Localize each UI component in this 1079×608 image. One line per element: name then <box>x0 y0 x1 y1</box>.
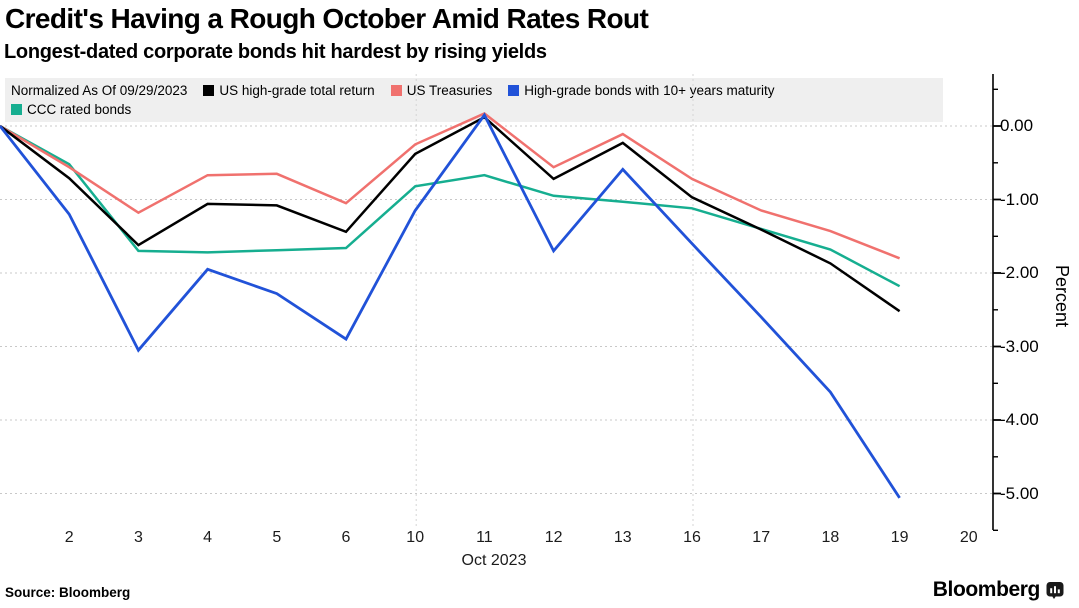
legend: Normalized As Of 09/29/2023 US high-grad… <box>5 78 943 122</box>
legend-note: Normalized As Of 09/29/2023 <box>11 83 188 98</box>
y-tick-label: -1.00 <box>1000 189 1039 209</box>
y-tick-label: -5.00 <box>1000 483 1039 503</box>
x-tick-label: 16 <box>683 529 701 546</box>
legend-item-label: US high-grade total return <box>219 83 375 98</box>
bloomberg-brand: Bloomberg <box>933 578 1064 602</box>
y-axis-title: Percent <box>1052 265 1072 328</box>
y-tick-label: -4.00 <box>1000 410 1039 429</box>
y-tick-label: -2.00 <box>1000 263 1039 282</box>
legend-item-label: US Treasuries <box>406 83 493 98</box>
y-tick-label: -3.00 <box>1000 336 1039 356</box>
legend-item-us-high-grade: US high-grade total return <box>203 82 375 99</box>
source-attribution: Source: Bloomberg <box>5 585 131 600</box>
legend-swatch-blue-icon <box>508 85 520 96</box>
legend-item-ccc-bonds: CCC rated bonds <box>11 101 131 118</box>
x-tick-label: 10 <box>406 529 425 546</box>
x-tick-label: 2 <box>64 529 74 546</box>
x-axis-title: Oct 2023 <box>461 552 527 569</box>
legend-swatch-black-icon <box>203 85 215 96</box>
x-tick-label: 3 <box>133 529 143 546</box>
legend-swatch-teal-icon <box>11 104 22 115</box>
series-line-ccc-rated-bonds <box>0 124 901 288</box>
legend-item-us-treasuries: US Treasuries <box>390 82 493 99</box>
x-tick-label: 19 <box>890 529 909 546</box>
legend-item-label: CCC rated bonds <box>27 102 132 117</box>
x-tick-label: 20 <box>959 529 978 546</box>
x-tick-label: 17 <box>752 529 771 546</box>
x-tick-label: 12 <box>544 529 563 546</box>
y-tick-label: 0.00 <box>1000 116 1034 135</box>
series-line-high-grade-bonds-with-10-years-maturity <box>0 112 901 499</box>
x-tick-label: 4 <box>203 529 213 546</box>
series-line-us-high-grade-total-return <box>0 115 901 313</box>
series-line-us-treasuries <box>0 112 901 260</box>
x-tick-label: 18 <box>821 529 840 546</box>
bloomberg-wordmark: Bloomberg <box>932 578 1041 601</box>
x-tick-label: 13 <box>613 529 632 546</box>
legend-item-high-grade-10y: High-grade bonds with 10+ years maturity <box>508 82 775 99</box>
legend-swatch-red-icon <box>390 85 402 96</box>
page-subtitle: Longest-dated corporate bonds hit hardes… <box>4 41 547 63</box>
bloomberg-terminal-icon <box>1046 581 1064 599</box>
x-tick-label: 11 <box>476 529 493 546</box>
legend-item-label: High-grade bonds with 10+ years maturity <box>524 83 775 98</box>
page-title: Credit's Having a Rough October Amid Rat… <box>5 3 649 34</box>
x-tick-label: 6 <box>341 529 351 546</box>
x-tick-label: 5 <box>272 529 282 546</box>
